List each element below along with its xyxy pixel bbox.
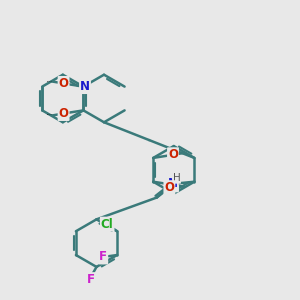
Text: H: H bbox=[173, 173, 180, 183]
Text: methoxy: methoxy bbox=[47, 114, 53, 115]
Text: O: O bbox=[58, 107, 69, 120]
Text: O: O bbox=[168, 148, 178, 161]
Text: O: O bbox=[58, 77, 69, 90]
Text: F: F bbox=[87, 273, 94, 286]
Text: N: N bbox=[168, 177, 178, 190]
Text: O: O bbox=[168, 178, 178, 191]
Text: Cl: Cl bbox=[101, 218, 114, 231]
Text: O: O bbox=[164, 181, 174, 194]
Text: methoxy: methoxy bbox=[47, 81, 53, 82]
Text: F: F bbox=[99, 250, 107, 263]
Text: N: N bbox=[80, 80, 90, 93]
